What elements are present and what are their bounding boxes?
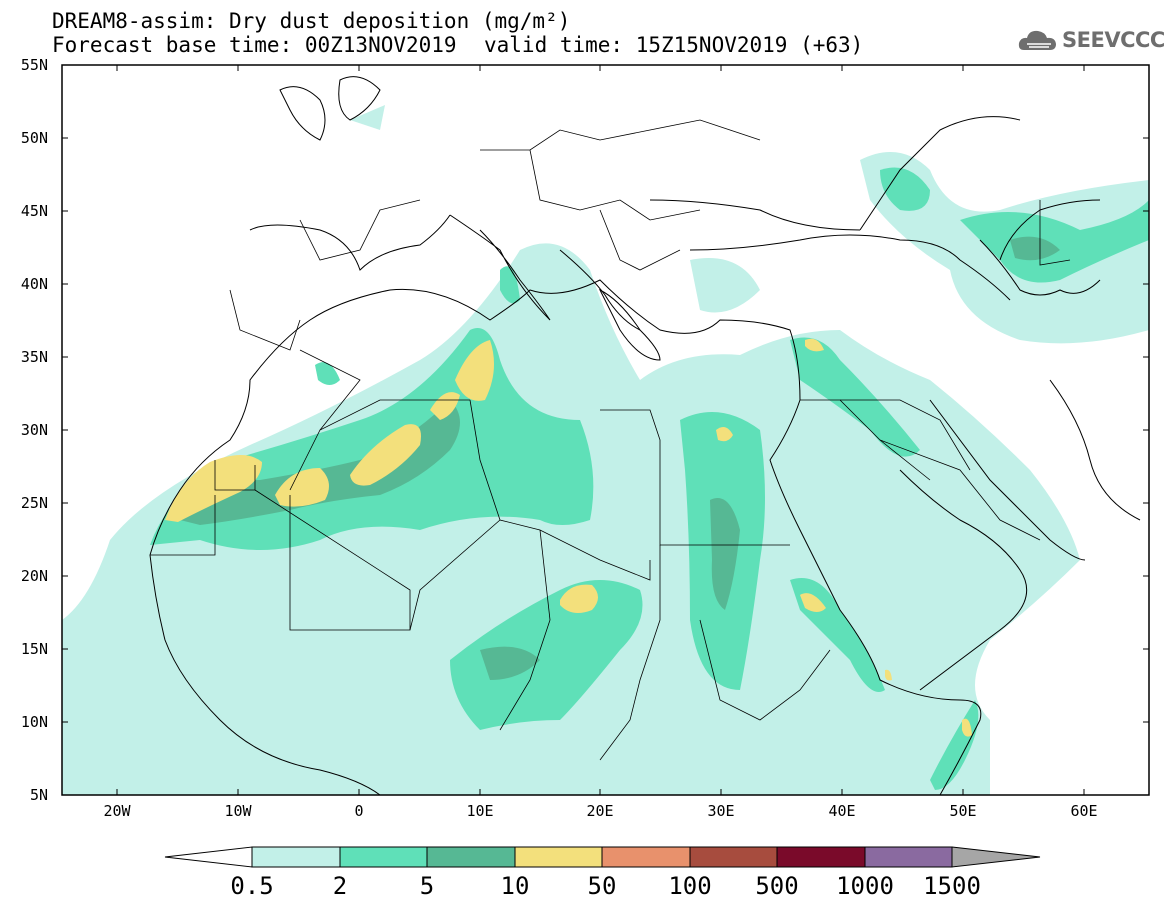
dust-fields: [62, 76, 1149, 795]
lat-label: 10N: [20, 713, 48, 731]
country-borders: [150, 119, 1071, 761]
legend-label: 50: [587, 872, 617, 900]
lat-label: 20N: [20, 567, 48, 585]
lat-label: 5N: [29, 786, 48, 804]
legend-label: 0.5: [230, 872, 274, 900]
lat-label: 45N: [20, 202, 48, 220]
legend-label: 100: [668, 872, 712, 900]
lon-label: 60E: [1070, 802, 1098, 820]
lat-label: 55N: [20, 56, 48, 74]
legend-label: 500: [755, 872, 799, 900]
lat-label: 15N: [20, 640, 48, 658]
logo-text: SEEVCCC: [1062, 28, 1165, 52]
lon-label: 20W: [103, 802, 131, 820]
legend-label: 10: [500, 872, 530, 900]
lat-label: 50N: [20, 129, 48, 147]
lon-label: 0: [354, 802, 364, 820]
lon-label: 40E: [828, 802, 856, 820]
lon-label: 20E: [586, 802, 614, 820]
lat-label: 40N: [20, 275, 48, 293]
lat-label: 25N: [20, 494, 48, 512]
cloud-icon: [1018, 30, 1056, 50]
lon-label: 10E: [466, 802, 494, 820]
dust-level-3: [180, 236, 1060, 680]
lon-label: 50E: [949, 802, 977, 820]
map-title: DREAM8-assim: Dry dust deposition (mg/m²…: [52, 9, 571, 33]
lat-ticks: [62, 64, 1149, 723]
forecast-base-time: Forecast base time: 00Z13NOV2019: [52, 33, 457, 57]
valid-time: valid time: 15Z15NOV2019 (+63): [484, 33, 864, 57]
lat-label: 30N: [20, 421, 48, 439]
dust-level-4: [165, 338, 972, 737]
legend-label: 1000: [836, 872, 894, 900]
lat-label: 35N: [20, 348, 48, 366]
seevccc-logo: SEEVCCC: [1018, 26, 1165, 56]
legend-label: 1500: [923, 872, 981, 900]
legend-label: 5: [419, 872, 435, 900]
lon-label: 30E: [707, 802, 735, 820]
coastlines: [149, 76, 1141, 795]
lon-label: 10W: [224, 802, 252, 820]
lon-ticks: [116, 65, 1085, 795]
legend-label: 2: [332, 872, 348, 900]
